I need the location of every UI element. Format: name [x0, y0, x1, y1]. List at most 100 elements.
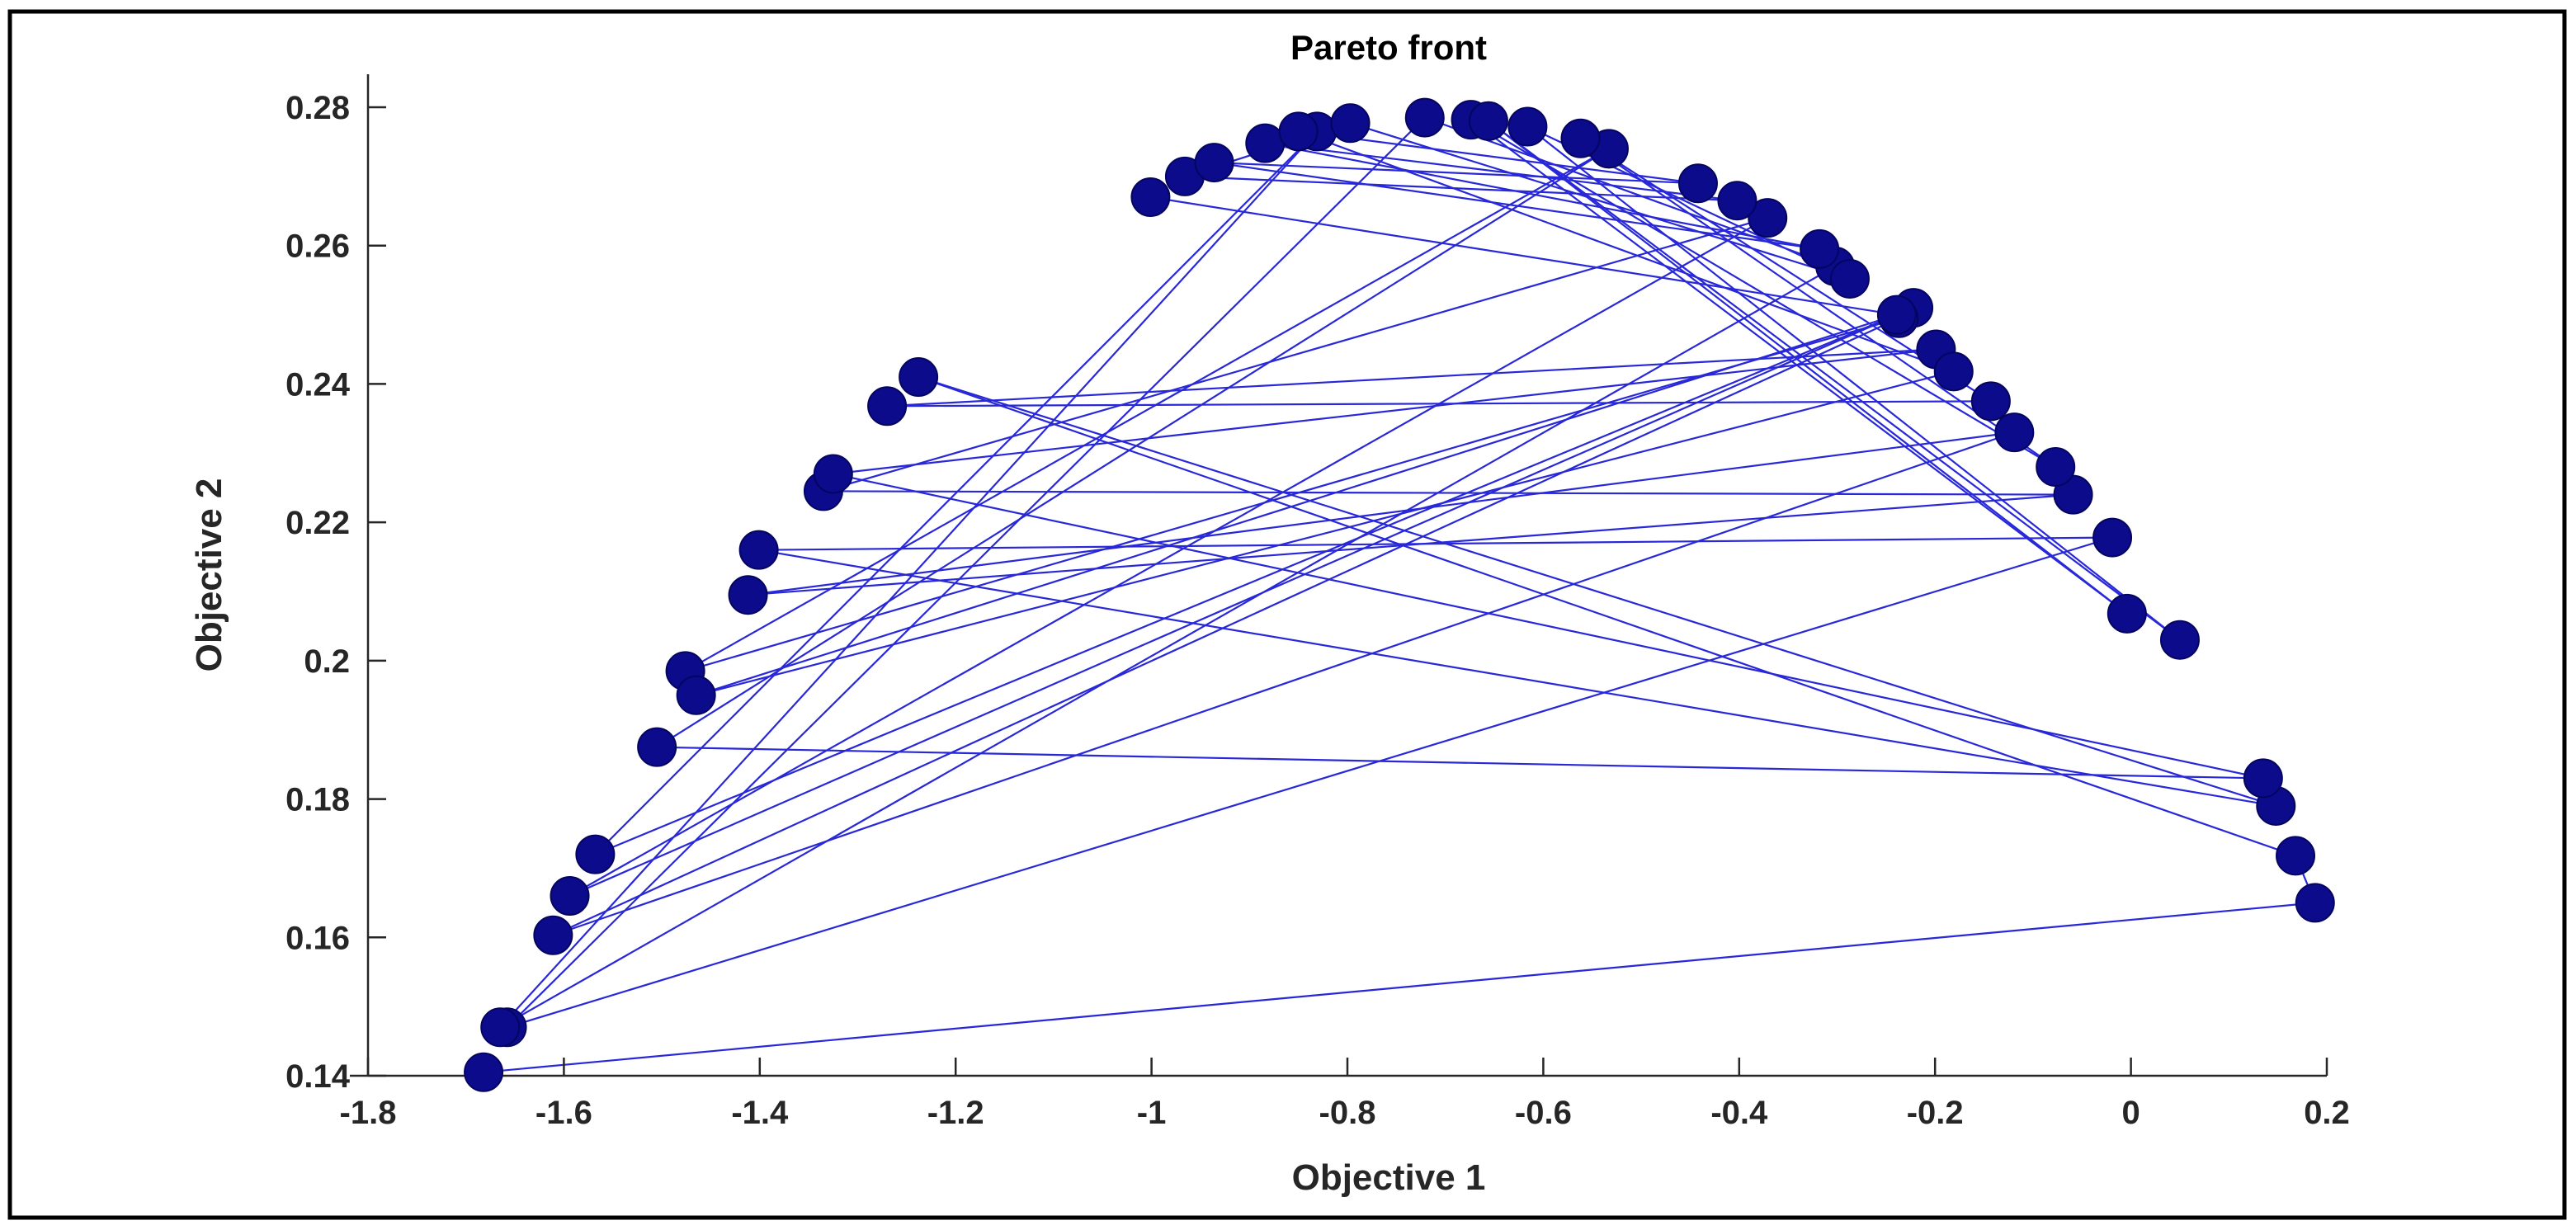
- connector-segment: [823, 490, 2074, 496]
- y-tick-label: 0.14: [285, 1058, 351, 1095]
- x-tick-label: -0.8: [1319, 1095, 1376, 1131]
- connector-segment: [696, 370, 1955, 696]
- connector-segment: [507, 536, 2113, 1029]
- data-point: [464, 1052, 504, 1092]
- data-point: [1194, 143, 1234, 183]
- data-point: [738, 530, 779, 570]
- x-tick-label: 0: [2121, 1095, 2140, 1131]
- data-point: [480, 1007, 521, 1048]
- data-point: [2159, 620, 2200, 660]
- data-point: [1507, 106, 1548, 147]
- connector-segment: [1470, 119, 2128, 615]
- data-point: [637, 727, 677, 767]
- x-tick-label: -0.2: [1907, 1095, 1964, 1131]
- connector-segment: [696, 313, 1898, 696]
- data-point: [1245, 123, 1286, 163]
- connector-segment: [833, 473, 2264, 780]
- data-point: [2295, 883, 2335, 923]
- data-point: [533, 915, 573, 955]
- data-point: [1717, 181, 1757, 221]
- connector-segment: [887, 348, 1937, 408]
- y-tick-label: 0.24: [285, 366, 351, 403]
- data-point: [575, 834, 616, 874]
- figure-frame: [7, 9, 2567, 1220]
- connector-segment: [594, 307, 1914, 855]
- connector-segment: [1265, 142, 1738, 202]
- connector-segment: [1214, 161, 1698, 185]
- y-tick-label: 0.16: [285, 920, 350, 956]
- data-point: [2092, 517, 2133, 558]
- connector-segment: [499, 265, 1836, 1029]
- data-point: [1994, 412, 2035, 453]
- data-point: [2107, 593, 2147, 634]
- data-point: [2276, 836, 2316, 876]
- data-point: [550, 875, 590, 916]
- connector-segment: [552, 317, 1899, 936]
- y-tick-label: 0.22: [285, 505, 350, 541]
- connector-segment: [1265, 142, 1820, 250]
- connector-segment: [657, 746, 2263, 780]
- connector-segment: [918, 375, 2276, 808]
- y-tick-label: 0.18: [285, 782, 350, 818]
- data-point: [1560, 118, 1601, 158]
- connector-segment: [823, 217, 1768, 492]
- data-point: [1677, 163, 1718, 204]
- data-point: [1933, 351, 1974, 392]
- data-point: [1748, 198, 1788, 238]
- connector-segment: [569, 307, 1914, 897]
- connector-segment: [685, 148, 1610, 672]
- data-point: [2036, 447, 2076, 488]
- x-tick-label: -1.8: [340, 1095, 397, 1131]
- data-point: [1278, 111, 1319, 152]
- connector-segment: [833, 348, 1937, 475]
- x-tick-label: -0.6: [1515, 1095, 1572, 1131]
- connector-segment: [1184, 175, 1738, 202]
- data-point: [1130, 177, 1171, 218]
- connector-segment: [918, 376, 2296, 857]
- data-point: [867, 386, 908, 426]
- x-tick-label: -1: [1137, 1095, 1167, 1131]
- connector-segment: [656, 148, 1610, 748]
- connector-segment: [552, 431, 2015, 936]
- x-tick-label: -1.4: [731, 1095, 789, 1131]
- data-point: [1404, 97, 1445, 138]
- connector-segment: [758, 549, 2276, 808]
- data-point: [813, 454, 853, 494]
- y-tick-label: 0.2: [304, 643, 350, 680]
- data-point: [676, 675, 716, 715]
- x-tick-label: -1.2: [927, 1095, 984, 1131]
- data-point: [1829, 258, 1870, 299]
- data-point: [1468, 101, 1508, 141]
- data-point: [899, 357, 939, 398]
- data-point: [1330, 103, 1371, 144]
- x-tick-label: 0.2: [2304, 1095, 2350, 1131]
- connector-segment: [569, 217, 1768, 897]
- y-axis-label: Objective 2: [189, 478, 229, 672]
- chart-title: Pareto front: [1290, 28, 1487, 67]
- connector-lines: [483, 116, 2316, 1073]
- connector-segment: [506, 116, 1426, 1029]
- data-point: [1800, 229, 1840, 269]
- y-tick-label: 0.28: [285, 90, 350, 126]
- connector-segment: [594, 130, 1318, 855]
- data-markers: [464, 97, 2335, 1092]
- x-axis-label: Objective 1: [1292, 1157, 1486, 1198]
- connector-segment: [1150, 196, 1898, 316]
- connector-segment: [1488, 120, 2128, 615]
- connector-segment: [1298, 130, 1699, 185]
- x-axis-ticks: -1.8 -1.6 -1.4 -1.2 -1 -0.8 -0.6 -0.4 -0.2 0 0.2: [340, 1058, 2350, 1131]
- data-point: [728, 575, 768, 615]
- data-point: [1970, 381, 2011, 422]
- connector-segment: [1526, 125, 2181, 641]
- connector-segment: [887, 400, 1991, 408]
- x-tick-label: -0.4: [1710, 1095, 1768, 1131]
- connector-segment: [748, 493, 2074, 596]
- connector-segment: [1214, 161, 1820, 250]
- y-tick-label: 0.26: [285, 229, 350, 265]
- y-axis-ticks: 0.14 0.16 0.18 0.2 0.22 0.24 0.26 0.28: [285, 90, 386, 1095]
- connector-segment: [499, 130, 1319, 1029]
- data-point: [1876, 295, 1917, 335]
- connector-segment: [483, 902, 2315, 1073]
- data-point: [2243, 758, 2283, 799]
